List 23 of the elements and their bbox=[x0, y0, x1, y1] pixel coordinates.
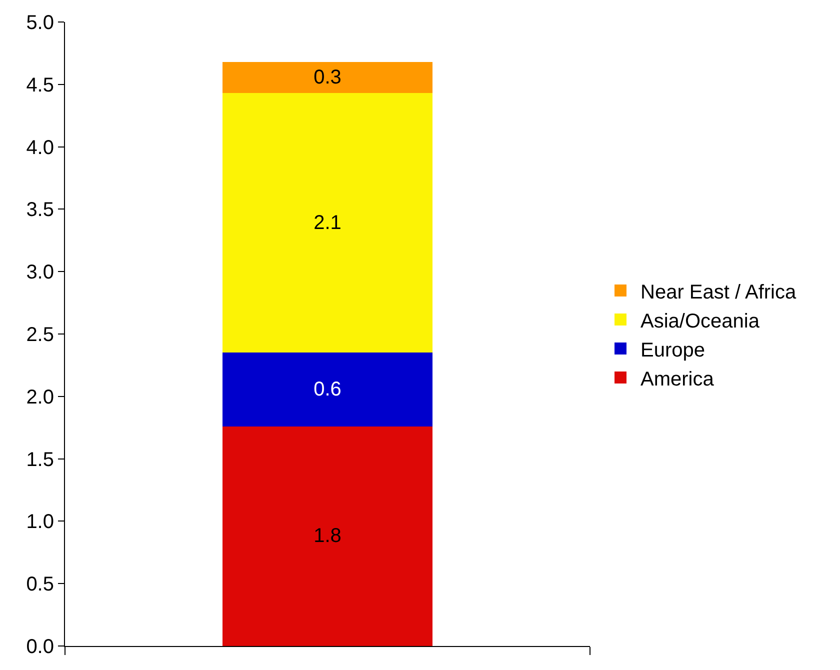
bar bbox=[222, 426, 432, 646]
y-tick-label: 4.0 bbox=[26, 136, 54, 159]
data-label: 0.6 bbox=[314, 378, 342, 401]
legend-label: America bbox=[640, 368, 715, 390]
y-tick-label: 3.5 bbox=[26, 199, 54, 222]
y-tick-label: 0.0 bbox=[26, 636, 54, 658]
bar bbox=[222, 352, 432, 426]
y-tick-label: 2.0 bbox=[26, 386, 54, 408]
y-tick-label: 1.5 bbox=[26, 448, 54, 471]
y-tick-label: 0.5 bbox=[26, 574, 54, 596]
legend-label: Near East / Africa bbox=[640, 281, 797, 304]
y-tick-label: 3.0 bbox=[26, 262, 54, 284]
bar bbox=[222, 93, 432, 353]
data-label: 2.1 bbox=[314, 212, 342, 234]
legend-label: Asia/Oceania bbox=[640, 310, 760, 332]
bar bbox=[222, 62, 432, 94]
legend-label: Europe bbox=[640, 339, 705, 362]
y-tick-label: 2.5 bbox=[26, 324, 54, 346]
data-label: 0.3 bbox=[314, 66, 342, 89]
y-tick-label: 4.5 bbox=[26, 74, 54, 96]
y-tick-label: 5.0 bbox=[26, 12, 54, 34]
data-label: 1.8 bbox=[314, 525, 342, 548]
y-tick-label: 1.0 bbox=[26, 511, 54, 534]
